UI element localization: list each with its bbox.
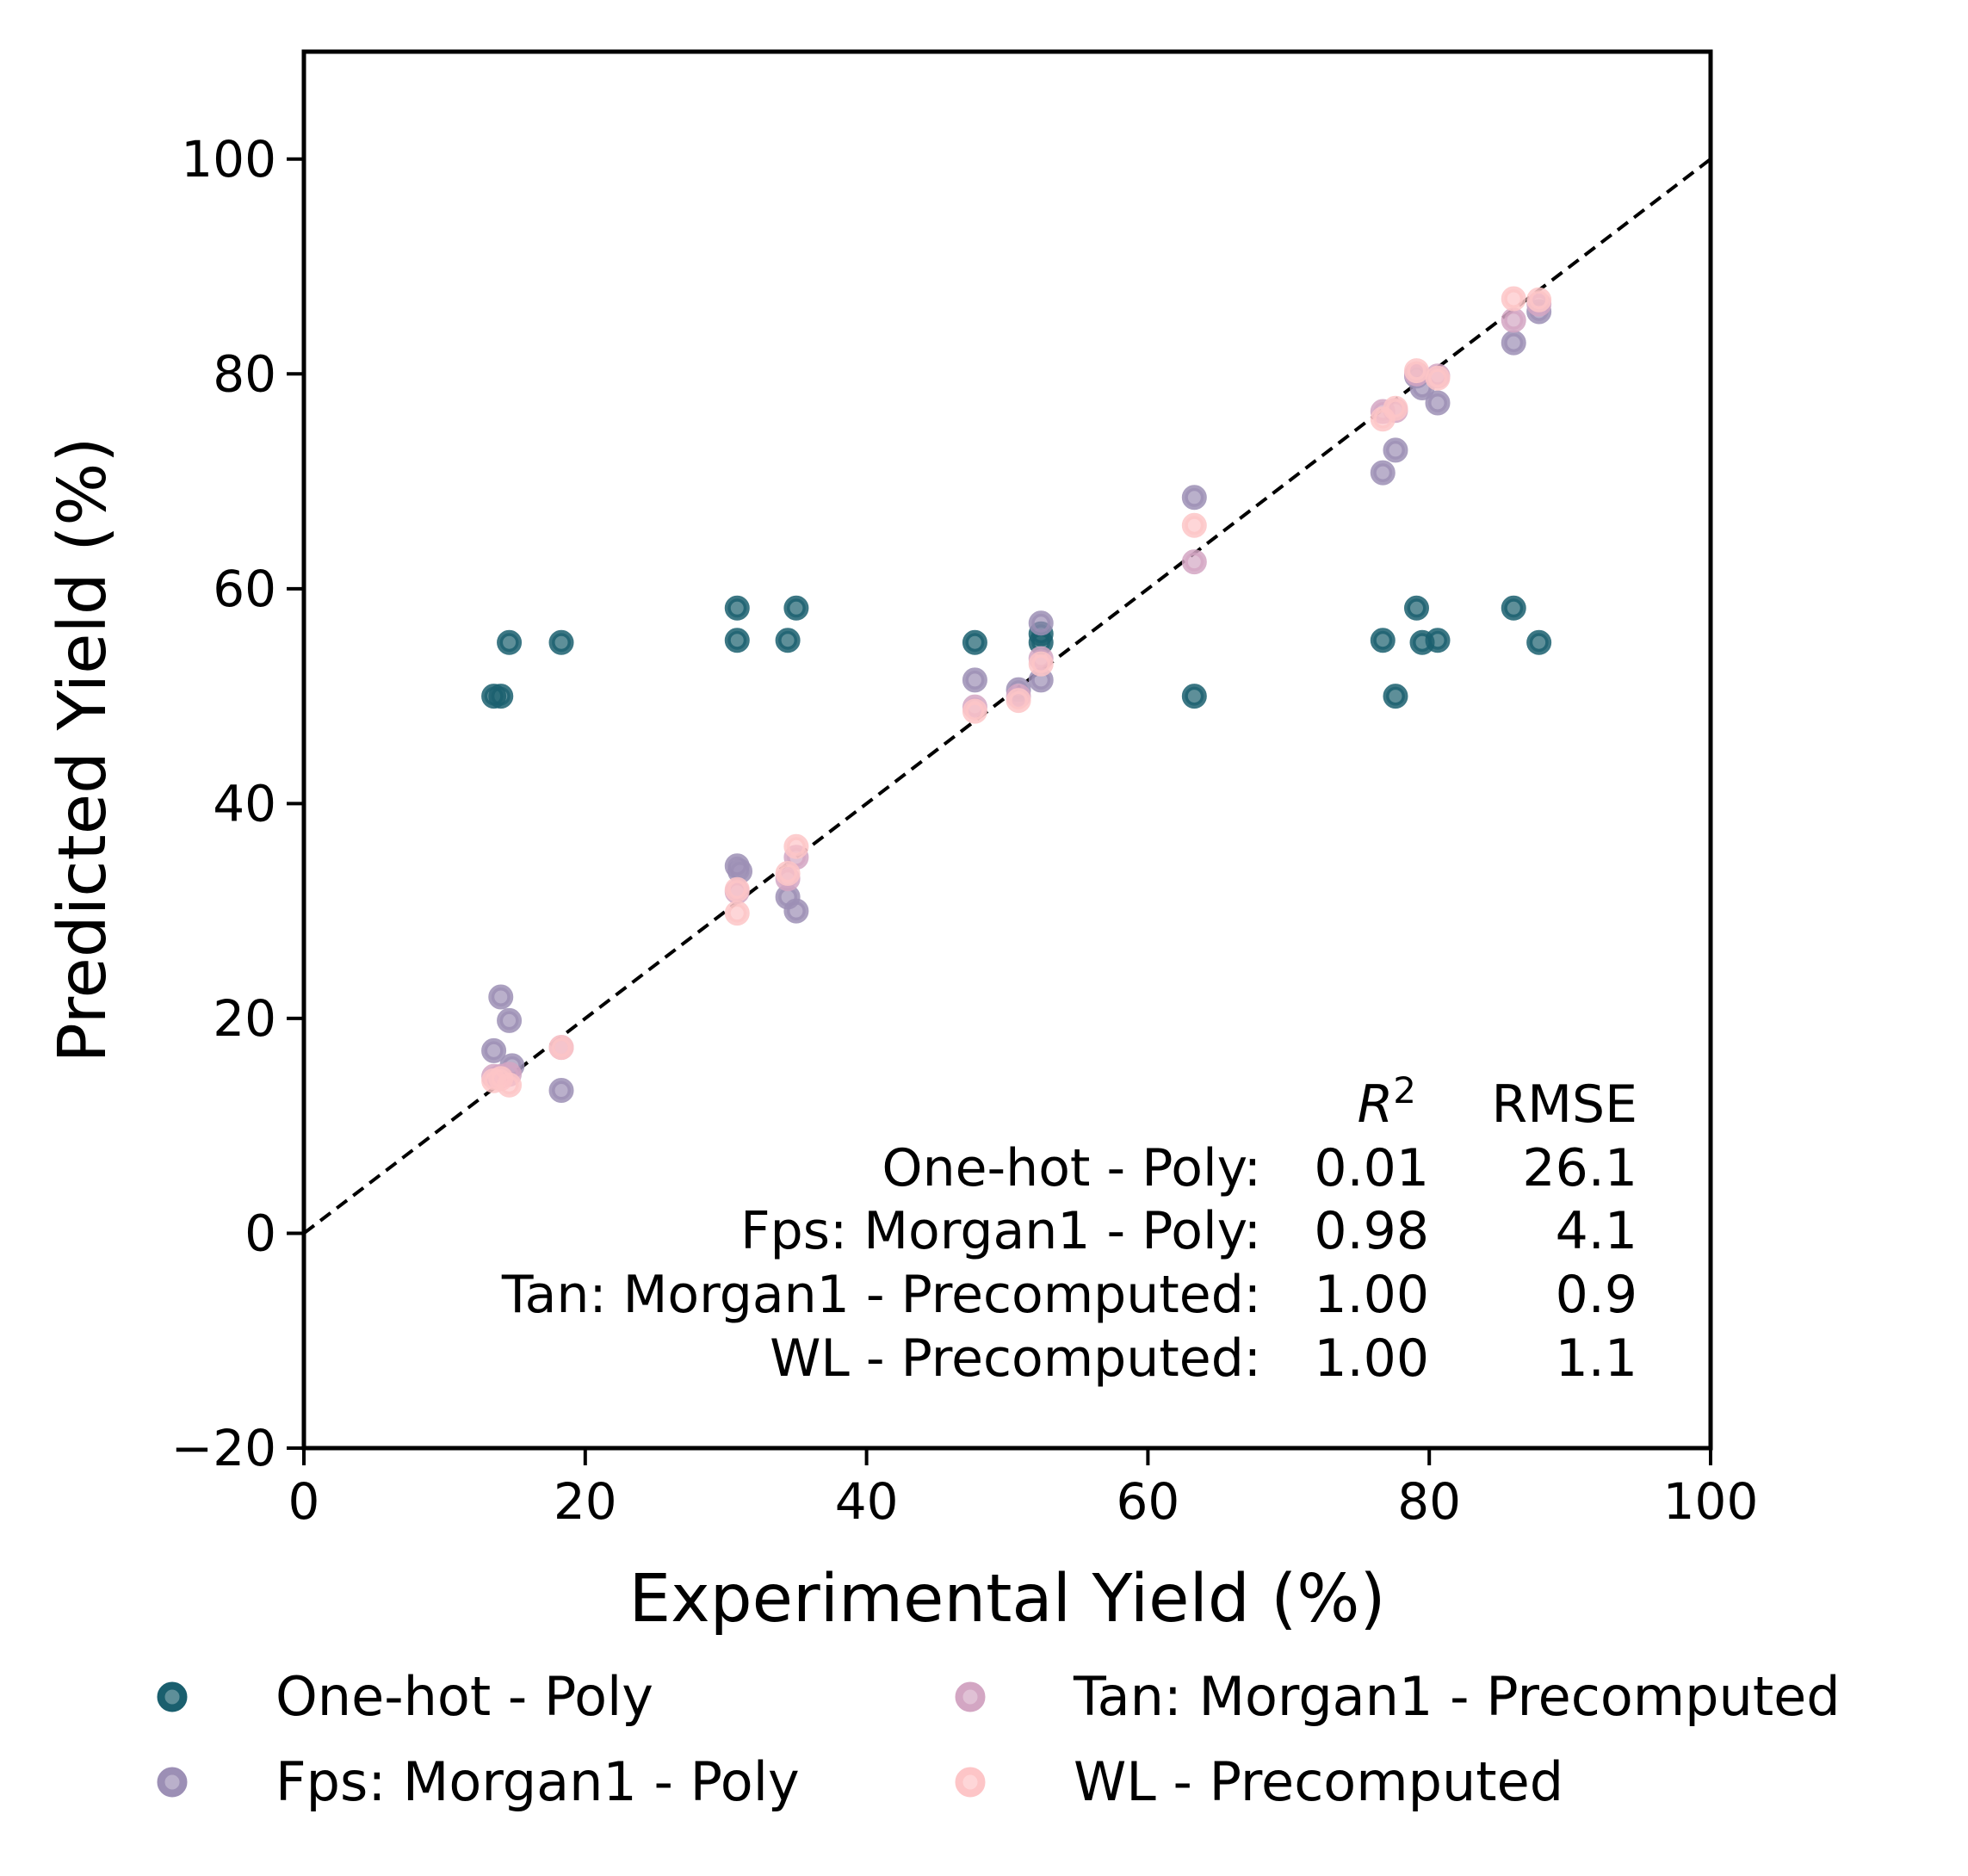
data-point: [724, 901, 750, 926]
data-point: [497, 1072, 523, 1098]
data-point: [1181, 684, 1207, 709]
x-axis-title: Experimental Yield (%): [629, 1561, 1386, 1638]
data-point: [783, 833, 809, 859]
x-tick-label: 0: [288, 1472, 320, 1531]
data-points-layer: [481, 286, 1552, 1104]
y-tick-label: 0: [244, 1204, 276, 1262]
data-point: [1425, 365, 1451, 391]
stats-row-rmse: 4.1: [1556, 1201, 1637, 1261]
stats-row-label: WL - Precomputed:: [770, 1328, 1261, 1389]
data-point: [775, 860, 801, 886]
series-3: [481, 286, 1552, 1098]
reference-line-layer: [302, 158, 1712, 1235]
y-tick-label: 80: [213, 344, 276, 403]
data-point: [724, 628, 750, 653]
stats-row-rmse: 26.1: [1522, 1138, 1637, 1198]
data-point: [1425, 628, 1451, 653]
legend-label: Tan: Morgan1 - Precomputed: [1073, 1665, 1841, 1728]
legend: One-hot - Poly Fps: Morgan1 - Poly Tan: …: [157, 1665, 1841, 1813]
stats-row-label: Tan: Morgan1 - Precomputed:: [501, 1265, 1261, 1325]
y-tick-label: −20: [171, 1419, 276, 1477]
legend-label: One-hot - Poly: [275, 1665, 653, 1728]
data-point: [1383, 684, 1408, 709]
identity-reference-line: [302, 158, 1712, 1235]
data-point: [1028, 651, 1054, 677]
data-point: [1501, 330, 1526, 356]
data-point: [724, 595, 750, 621]
legend-marker-one-hot-poly: [157, 1681, 188, 1712]
y-axis-title: Predicted Yield (%): [45, 437, 121, 1063]
x-axis-ticks: 0 20 40 60 80 100: [288, 1448, 1759, 1531]
data-point: [488, 984, 514, 1010]
data-point: [497, 1007, 523, 1033]
data-point: [1526, 629, 1552, 655]
y-tick-label: 40: [213, 774, 276, 833]
data-point: [548, 1035, 574, 1061]
x-tick-label: 40: [835, 1472, 899, 1531]
data-point: [1425, 390, 1451, 416]
data-point: [548, 629, 574, 655]
y-tick-label: 60: [213, 560, 276, 618]
data-point: [1370, 460, 1396, 486]
stats-row-r2: 0.98: [1314, 1201, 1429, 1261]
x-tick-label: 60: [1116, 1472, 1179, 1531]
stats-header-r: R2: [1358, 1069, 1416, 1135]
data-point: [548, 1078, 574, 1104]
data-point: [1383, 395, 1408, 421]
data-point: [1370, 628, 1396, 653]
data-point: [1526, 287, 1552, 313]
data-point: [1403, 595, 1429, 621]
x-tick-label: 20: [554, 1472, 617, 1531]
data-point: [1181, 549, 1207, 575]
stats-row-r2: 1.00: [1314, 1265, 1429, 1325]
data-point: [962, 667, 987, 693]
data-point: [1403, 358, 1429, 384]
data-point: [488, 684, 514, 709]
stats-row-rmse: 1.1: [1556, 1328, 1637, 1389]
plot-frame: [301, 49, 1713, 1451]
data-point: [775, 628, 801, 653]
data-point: [783, 595, 809, 621]
series-0: [481, 595, 1552, 709]
data-point: [1028, 610, 1054, 636]
data-point: [1181, 485, 1207, 511]
data-point: [783, 898, 809, 924]
legend-label: Fps: Morgan1 - Poly: [275, 1750, 800, 1813]
x-tick-label: 100: [1663, 1472, 1759, 1531]
data-point: [1383, 437, 1408, 463]
data-point: [1501, 286, 1526, 312]
stats-row-label: Fps: Morgan1 - Poly:: [740, 1201, 1261, 1261]
stats-row-r2: 0.01: [1314, 1138, 1429, 1198]
data-point: [962, 698, 987, 724]
stats-row-rmse: 0.9: [1556, 1265, 1637, 1325]
data-point: [962, 629, 987, 655]
data-point: [1181, 512, 1207, 538]
y-axis-ticks: −20 0 20 40 60 80 100: [171, 130, 304, 1477]
data-point: [1501, 595, 1526, 621]
stats-header-rmse: RMSE: [1492, 1074, 1637, 1135]
data-point: [497, 629, 523, 655]
y-tick-label: 20: [213, 989, 276, 1048]
data-point: [1501, 307, 1526, 333]
legend-marker-fps-morgan1-poly: [157, 1767, 188, 1798]
stats-row-r2: 1.00: [1314, 1328, 1429, 1389]
x-tick-label: 80: [1397, 1472, 1461, 1531]
legend-marker-wl-precomputed: [955, 1767, 986, 1798]
legend-marker-tan-morgan1-precomputed: [955, 1681, 986, 1712]
y-tick-label: 100: [181, 130, 276, 189]
data-point: [481, 1037, 507, 1063]
data-point: [1006, 688, 1031, 714]
legend-label: WL - Precomputed: [1074, 1750, 1563, 1813]
data-point: [724, 876, 750, 902]
stats-table: R2 RMSE One-hot - Poly: 0.01 26.1 Fps: M…: [501, 1069, 1637, 1389]
stats-row-label: One-hot - Poly:: [882, 1138, 1261, 1198]
